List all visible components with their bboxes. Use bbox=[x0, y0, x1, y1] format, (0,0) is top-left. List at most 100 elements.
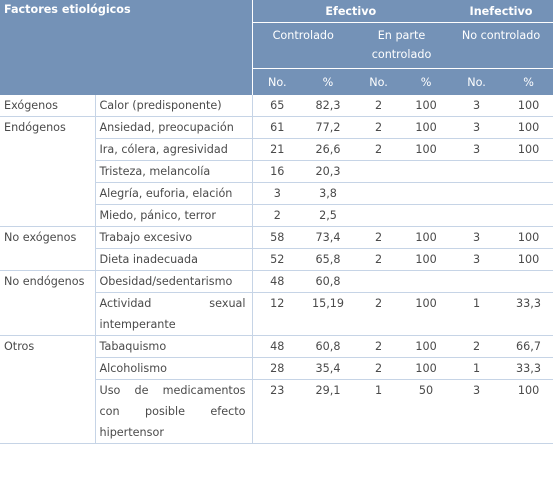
row-category: No endógenos bbox=[0, 270, 95, 336]
cell-nc-no: 3 bbox=[449, 138, 505, 161]
cell-nc-no: 2 bbox=[449, 335, 505, 358]
table-row: Tristeza, melancolía 16 20,3 bbox=[0, 160, 553, 183]
cell-nc-no bbox=[449, 182, 505, 205]
cell-part-no: 2 bbox=[354, 357, 403, 380]
cell-part-no: 1 bbox=[354, 379, 403, 444]
row-cause: Actividad sexual intemperante bbox=[94, 292, 252, 336]
row-cause: Ansiedad, preocupación bbox=[94, 116, 252, 139]
cell-part-pct: 100 bbox=[403, 248, 450, 271]
header-not-controlled: No controlado bbox=[449, 22, 553, 69]
cell-nc-no: 3 bbox=[449, 95, 505, 117]
row-cause: Calor (predisponente) bbox=[94, 95, 252, 117]
row-cause: Trabajo excesivo bbox=[94, 226, 252, 249]
header-controlled: Controlado bbox=[251, 22, 354, 69]
cell-ctrl-no: 21 bbox=[251, 138, 302, 161]
cell-ctrl-pct: 82,3 bbox=[302, 95, 354, 117]
cell-nc-pct: 100 bbox=[504, 379, 553, 444]
cell-part-pct bbox=[403, 182, 450, 205]
cell-nc-no: 3 bbox=[449, 248, 505, 271]
row-category: No exógenos bbox=[4, 231, 77, 244]
cell-nc-no: 3 bbox=[449, 379, 505, 444]
cell-part-no bbox=[354, 204, 403, 227]
cell-part-pct: 100 bbox=[403, 116, 450, 139]
row-cause: Uso de medicamentos con posible efecto h… bbox=[94, 379, 252, 444]
cell-part-pct: 100 bbox=[403, 357, 450, 380]
cell-nc-no: 1 bbox=[449, 292, 505, 336]
header-partly-controlled: En parte controlado bbox=[354, 22, 450, 69]
row-category: Otros bbox=[4, 340, 35, 353]
cell-nc-pct: 100 bbox=[504, 226, 553, 249]
row-cause: Alegría, euforia, elación bbox=[94, 182, 252, 205]
table-row: Miedo, pánico, terror 2 2,5 bbox=[0, 204, 553, 227]
row-cause: Ira, cólera, agresividad bbox=[94, 138, 252, 161]
cell-ctrl-no: 23 bbox=[251, 379, 302, 444]
cell-ctrl-no: 48 bbox=[251, 270, 302, 293]
row-category bbox=[0, 248, 95, 271]
row-category: Exógenos bbox=[0, 95, 95, 117]
cell-part-no: 2 bbox=[354, 226, 403, 249]
cell-ctrl-no: 58 bbox=[251, 226, 302, 249]
cell-part-pct bbox=[403, 204, 450, 227]
cell-part-no: 2 bbox=[354, 95, 403, 117]
cell-nc-no: 3 bbox=[449, 116, 505, 139]
cell-part-pct bbox=[403, 270, 450, 293]
cell-part-no: 2 bbox=[354, 116, 403, 139]
cell-part-pct: 100 bbox=[403, 335, 450, 358]
cell-part-no: 2 bbox=[354, 335, 403, 358]
row-category bbox=[0, 204, 95, 227]
cell-nc-pct bbox=[504, 160, 553, 183]
cell-part-no: 2 bbox=[354, 248, 403, 271]
row-cause: Miedo, pánico, terror bbox=[94, 204, 252, 227]
table-row: Alcoholismo 28 35,4 2 100 1 33,3 bbox=[0, 357, 553, 380]
cell-part-no: 2 bbox=[354, 138, 403, 161]
cell-nc-pct: 100 bbox=[504, 116, 553, 139]
cell-nc-pct: 100 bbox=[504, 248, 553, 271]
cell-ctrl-pct: 77,2 bbox=[302, 116, 354, 139]
cell-nc-pct bbox=[504, 270, 553, 293]
cell-nc-no bbox=[449, 160, 505, 183]
table-header: Factores etiológicos Efectivo Inefectivo… bbox=[0, 0, 553, 95]
row-category: Endógenos bbox=[4, 121, 66, 134]
cell-ctrl-no: 12 bbox=[251, 292, 302, 336]
row-category bbox=[0, 183, 95, 205]
cell-part-pct: 100 bbox=[403, 138, 450, 161]
cell-part-no: 2 bbox=[354, 292, 403, 336]
header-part-no: No. bbox=[354, 68, 403, 95]
cell-ctrl-pct: 65,8 bbox=[302, 248, 354, 271]
header-group-ineffective: Inefectivo bbox=[449, 0, 553, 23]
row-category bbox=[0, 161, 95, 183]
header-partly-line1: En parte bbox=[377, 29, 426, 42]
table-body: Exógenos Calor (predisponente) 65 82,3 2… bbox=[0, 95, 553, 444]
cell-ctrl-pct: 26,6 bbox=[302, 138, 354, 161]
cell-ctrl-no: 3 bbox=[251, 182, 302, 205]
header-ctrl-pct: % bbox=[302, 68, 354, 95]
cell-ctrl-pct: 20,3 bbox=[302, 160, 354, 183]
table-row: Otros Tabaquismo 48 60,8 2 100 2 66,7 bbox=[0, 335, 553, 358]
header-nc-no: No. bbox=[449, 68, 505, 95]
table-row: Alegría, euforia, elación 3 3,8 bbox=[0, 182, 553, 205]
etiology-table: Factores etiológicos Efectivo Inefectivo… bbox=[0, 0, 553, 444]
cell-ctrl-no: 16 bbox=[251, 160, 302, 183]
cell-nc-pct: 33,3 bbox=[504, 357, 553, 380]
header-ctrl-no: No. bbox=[251, 68, 302, 95]
cell-nc-pct: 66,7 bbox=[504, 335, 553, 358]
cell-nc-no bbox=[449, 204, 505, 227]
cell-nc-no: 1 bbox=[449, 357, 505, 380]
row-category bbox=[0, 379, 95, 444]
row-cause: Obesidad/sedentarismo bbox=[94, 270, 252, 293]
table-row: No endógenos Obesidad/sedentarismo 48 60… bbox=[0, 270, 553, 336]
row-cause: Alcoholismo bbox=[94, 357, 252, 380]
cell-ctrl-pct: 15,19 bbox=[302, 292, 354, 336]
cell-ctrl-pct: 60,8 bbox=[302, 270, 354, 293]
cell-part-no bbox=[354, 160, 403, 183]
cell-ctrl-pct: 73,4 bbox=[302, 226, 354, 249]
cell-ctrl-no: 48 bbox=[251, 335, 302, 358]
table-row: Exógenos Calor (predisponente) 65 82,3 2… bbox=[0, 95, 553, 117]
cell-nc-no: 3 bbox=[449, 226, 505, 249]
header-group-effective: Efectivo bbox=[251, 0, 450, 23]
cell-ctrl-pct: 29,1 bbox=[302, 379, 354, 444]
cell-ctrl-no: 2 bbox=[251, 204, 302, 227]
cell-ctrl-no: 61 bbox=[251, 116, 302, 139]
row-category bbox=[0, 358, 95, 380]
